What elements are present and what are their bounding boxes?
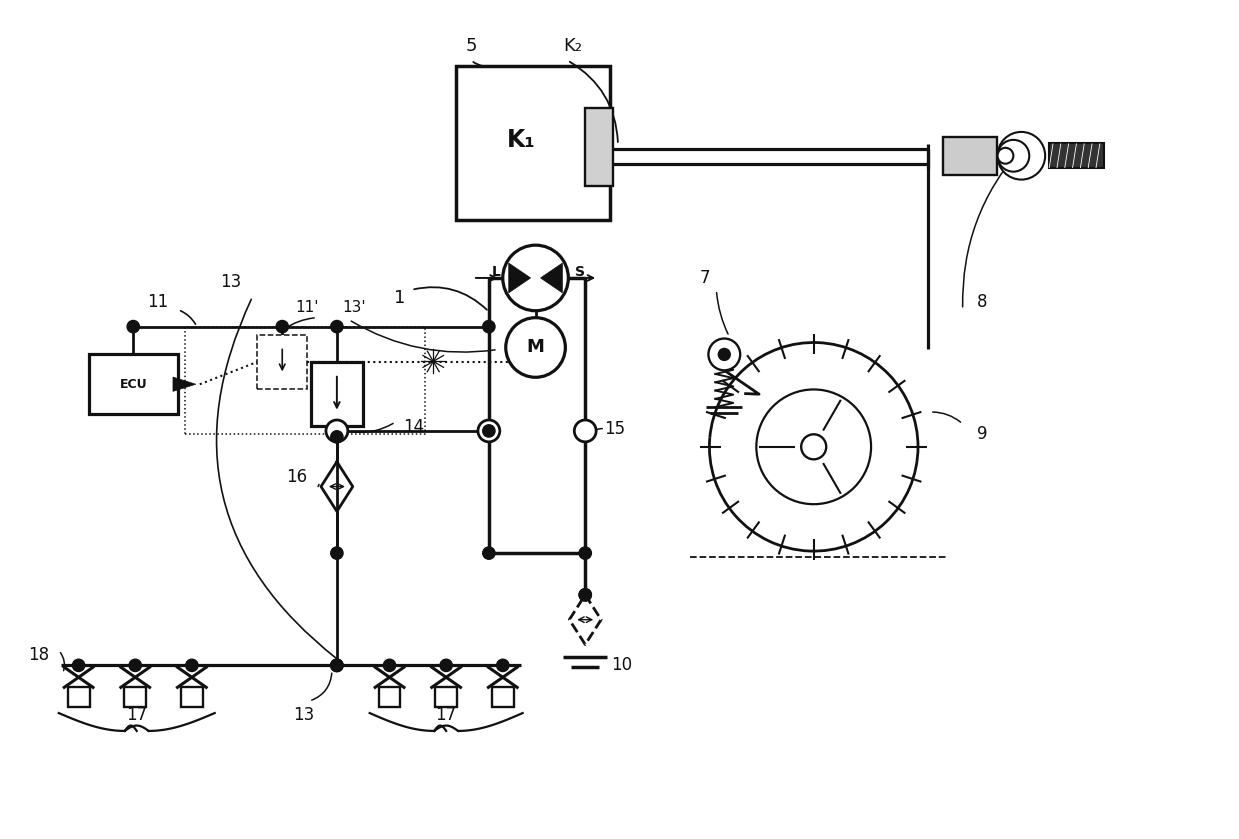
Bar: [456, 66, 610, 221]
Circle shape: [719, 348, 730, 361]
Circle shape: [997, 140, 1030, 172]
Text: 13: 13: [221, 273, 242, 291]
Bar: [124, 687, 146, 707]
Text: 1: 1: [394, 289, 405, 307]
Circle shape: [579, 547, 591, 560]
Bar: [492, 687, 514, 707]
Circle shape: [331, 659, 343, 671]
Text: K₁: K₁: [507, 128, 535, 152]
Circle shape: [497, 659, 509, 671]
Circle shape: [276, 320, 289, 333]
Circle shape: [331, 659, 343, 671]
Polygon shape: [540, 263, 563, 293]
Circle shape: [756, 389, 871, 504]
Circle shape: [326, 420, 348, 442]
Circle shape: [579, 589, 591, 601]
Bar: [88, 354, 178, 414]
Text: 14: 14: [403, 418, 424, 436]
Circle shape: [440, 659, 452, 671]
Circle shape: [997, 132, 1046, 180]
Text: S: S: [575, 265, 585, 279]
Text: 10: 10: [611, 656, 633, 675]
Text: M: M: [527, 338, 544, 357]
Text: K₂: K₂: [563, 38, 582, 55]
Circle shape: [997, 148, 1014, 164]
Bar: [181, 687, 203, 707]
Circle shape: [331, 547, 343, 560]
Text: 11': 11': [295, 300, 318, 315]
Circle shape: [506, 318, 565, 378]
Circle shape: [483, 320, 496, 333]
Text: 9: 9: [978, 425, 987, 443]
Circle shape: [579, 589, 591, 601]
Text: 7: 7: [699, 269, 710, 287]
Bar: [68, 687, 89, 707]
Bar: [311, 362, 363, 426]
Circle shape: [128, 320, 140, 333]
Bar: [258, 335, 307, 389]
Circle shape: [483, 425, 496, 437]
Bar: [379, 687, 400, 707]
Circle shape: [478, 420, 499, 442]
Circle shape: [503, 245, 569, 310]
Circle shape: [483, 547, 496, 560]
Polygon shape: [509, 263, 530, 293]
Circle shape: [331, 430, 343, 443]
Text: 15: 15: [605, 420, 626, 438]
Polygon shape: [173, 377, 196, 391]
Circle shape: [575, 420, 596, 442]
Text: 8: 8: [978, 293, 987, 310]
Text: 18: 18: [28, 646, 50, 664]
Text: 13': 13': [342, 300, 366, 315]
Circle shape: [709, 339, 740, 370]
Text: 16: 16: [286, 467, 307, 486]
Circle shape: [331, 320, 343, 333]
Circle shape: [331, 659, 343, 671]
Text: ECU: ECU: [119, 378, 147, 391]
Circle shape: [383, 659, 395, 671]
Bar: [585, 108, 613, 185]
Bar: [185, 326, 425, 434]
Circle shape: [802, 435, 826, 459]
Circle shape: [72, 659, 84, 671]
Text: 17: 17: [436, 706, 457, 724]
Text: L: L: [492, 265, 501, 279]
Bar: [1049, 143, 1104, 168]
Text: 5: 5: [465, 38, 477, 55]
Bar: [943, 137, 997, 175]
Bar: [435, 687, 457, 707]
Circle shape: [129, 659, 141, 671]
Text: 11: 11: [147, 293, 169, 310]
Text: 13: 13: [294, 706, 315, 724]
Text: 17: 17: [125, 706, 146, 724]
Circle shape: [186, 659, 198, 671]
